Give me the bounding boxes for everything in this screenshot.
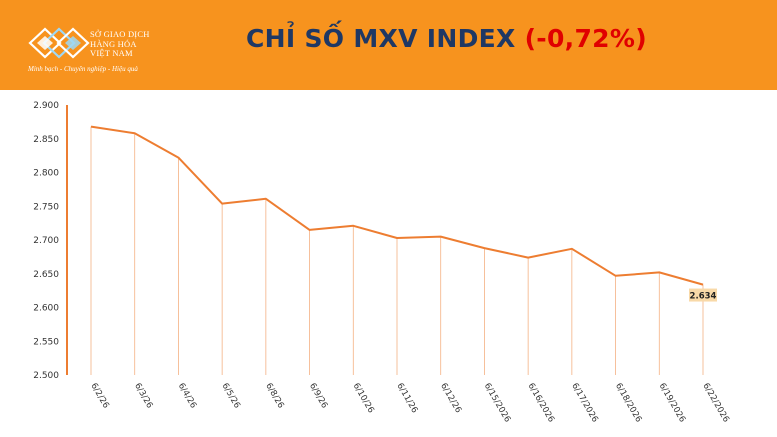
x-tick-label: 6/12/26 [438,382,463,415]
x-tick-label: 6/17/2026 [569,382,599,425]
vietnam-commodity-exchange-logo-icon [28,27,90,59]
logo-text: SỞ GIAO DỊCH HÀNG HÓA VIỆT NAM [90,29,160,59]
x-tick-label: 6/3/26 [132,382,154,411]
x-tick-label: 6/5/26 [220,382,242,411]
y-tick-label: 2.800 [33,169,59,179]
y-tick-label: 2.750 [33,202,59,212]
y-tick-label: 2.650 [33,270,59,280]
title-main: CHỈ SỐ MXV INDEX [246,24,525,53]
logo-line-1: SỞ GIAO DỊCH [90,29,150,39]
y-tick-label: 2.700 [33,236,59,246]
y-tick-label: 2.600 [33,304,59,314]
x-tick-label: 6/16/2026 [526,382,556,425]
mxv-index-line-chart: 2.500 2.550 2.600 2.650 2.700 2.750 2.800 2.850… [33,101,731,425]
x-tick-label: 6/9/26 [307,382,329,411]
x-tick-label: 6/2/26 [88,382,110,411]
y-tick-label: 2.500 [33,371,59,381]
x-tick-label: 6/4/26 [176,382,198,411]
logo-slogan: Minh bạch - Chuyên nghiệp - Hiệu quả [28,65,138,73]
x-tick-label: 6/11/26 [394,382,419,415]
last-value-label-bg [689,288,717,302]
last-value-label: 2.634 [690,292,717,302]
x-tick-label: 6/19/2026 [657,382,687,425]
logo-line-2: HÀNG HÓA [90,38,137,49]
y-tick-label: 2.850 [33,135,59,145]
x-tick-label: 6/18/2026 [613,382,643,425]
series-line [90,125,704,286]
x-tick-label: 6/15/2026 [482,382,512,425]
page-title: CHỈ SỐ MXV INDEX (-0,72%) [246,24,647,53]
y-tick-label: 2.900 [33,101,59,111]
x-tick-label: 6/10/26 [351,382,376,415]
x-tick-label: 6/22/2026 [700,382,730,425]
logo-line-3: VIỆT NAM [90,48,133,58]
title-change-percent: (-0,72%) [524,24,647,53]
y-tick-label: 2.550 [33,337,59,347]
x-tick-label: 6/8/26 [263,382,285,411]
header-banner: SỞ GIAO DỊCH HÀNG HÓA VIỆT NAM Minh bạch… [0,0,777,90]
